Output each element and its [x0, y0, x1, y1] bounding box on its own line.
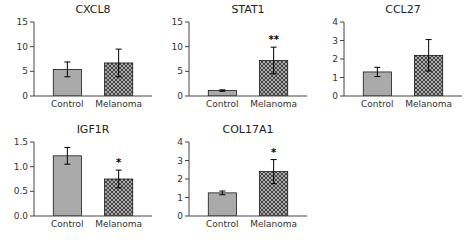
y-tick [185, 22, 189, 23]
panel: STAT1 0 5 10 15 Control Melanoma ** [172, 3, 307, 109]
x-tick-label: Melanoma [95, 99, 142, 109]
marks [208, 160, 288, 216]
x-tick-label: Control [51, 99, 84, 109]
panel: CXCL8 0 5 10 15 Control Melanoma [17, 3, 152, 109]
y-tick-label: 0.0 [14, 211, 29, 221]
y-tick [340, 40, 344, 41]
y-tick-label: 5 [177, 66, 183, 76]
y-tick [30, 22, 34, 23]
x-tick-label: Control [361, 99, 394, 109]
x-axis [344, 96, 462, 97]
bar [208, 193, 236, 216]
y-tick [340, 22, 344, 23]
x-tick-label: Control [206, 99, 239, 109]
y-tick-label: 1 [177, 193, 183, 203]
y-tick [30, 142, 34, 143]
y-tick [340, 96, 344, 97]
error-bar [219, 191, 225, 195]
x-tick-label: Melanoma [95, 219, 142, 229]
y-axis [189, 142, 190, 216]
y-axis [344, 22, 345, 96]
error-bar [271, 160, 277, 184]
error-bar [64, 147, 70, 164]
y-tick-label: 4 [177, 137, 183, 147]
significance: ** [268, 34, 279, 45]
panel: CCL27 0 1 2 3 4 Control Melanoma [332, 3, 462, 109]
y-axis [189, 22, 190, 96]
error-bar [116, 49, 122, 77]
panel-title: CCL27 [385, 3, 421, 16]
panel-title: IGF1R [77, 123, 110, 136]
x-tick-label: Melanoma [250, 219, 297, 229]
panel: IGF1R 0.0 0.5 1.0 1.5 Control Melanoma * [14, 123, 152, 229]
significance: * [116, 157, 122, 168]
y-tick-label: 4 [332, 17, 338, 27]
y-tick-label: 2 [177, 174, 183, 184]
bar [53, 156, 81, 216]
y-tick-label: 5 [22, 66, 28, 76]
y-tick-label: 0.5 [14, 186, 28, 196]
bar [208, 91, 236, 96]
marks [53, 147, 133, 216]
y-tick [185, 71, 189, 72]
y-tick-label: 3 [177, 156, 183, 166]
y-tick [340, 59, 344, 60]
y-tick [185, 96, 189, 97]
y-tick [185, 179, 189, 180]
y-tick [185, 142, 189, 143]
x-axis [34, 96, 152, 97]
marks [53, 49, 133, 96]
marks [363, 40, 443, 96]
y-tick-label: 0 [177, 211, 183, 221]
figure: CXCL8051015ControlMelanomaSTAT1051015Con… [0, 0, 474, 243]
panel-title: COL17A1 [223, 123, 274, 136]
y-tick [30, 96, 34, 97]
error-bar [426, 40, 432, 71]
panel-title: CXCL8 [75, 3, 110, 16]
error-bar [271, 47, 277, 74]
y-tick-label: 1 [332, 73, 338, 83]
y-tick-label: 0 [177, 91, 183, 101]
error-bar [64, 62, 70, 77]
y-tick-label: 2 [332, 54, 338, 64]
y-tick [185, 197, 189, 198]
error-bar [219, 90, 225, 91]
x-tick-label: Control [206, 219, 239, 229]
marks [208, 47, 288, 96]
x-tick-label: Melanoma [405, 99, 452, 109]
y-tick [340, 77, 344, 78]
y-tick-label: 15 [17, 17, 28, 27]
y-axis [34, 142, 35, 216]
y-tick [185, 46, 189, 47]
y-tick-label: 10 [172, 42, 184, 52]
y-tick [185, 216, 189, 217]
x-tick-label: Melanoma [250, 99, 297, 109]
y-tick [30, 46, 34, 47]
y-tick-label: 15 [172, 17, 183, 27]
error-bar [116, 170, 122, 188]
y-tick [30, 71, 34, 72]
panel-title: STAT1 [231, 3, 264, 16]
y-tick-label: 1.0 [14, 162, 29, 172]
y-tick-label: 0 [22, 91, 28, 101]
y-tick [30, 191, 34, 192]
x-tick-label: Control [51, 219, 84, 229]
panel: COL17A1 0 1 2 3 4 Control Melanoma * [177, 123, 307, 229]
significance: * [271, 147, 277, 158]
y-tick-label: 10 [17, 42, 29, 52]
y-tick-label: 0 [332, 91, 338, 101]
x-axis [34, 216, 152, 217]
y-tick-label: 3 [332, 36, 338, 46]
error-bar [374, 67, 380, 76]
x-axis [189, 216, 307, 217]
y-tick-label: 1.5 [14, 137, 28, 147]
x-axis [189, 96, 307, 97]
y-tick [30, 166, 34, 167]
y-tick [30, 216, 34, 217]
y-tick [185, 160, 189, 161]
y-axis [34, 22, 35, 96]
